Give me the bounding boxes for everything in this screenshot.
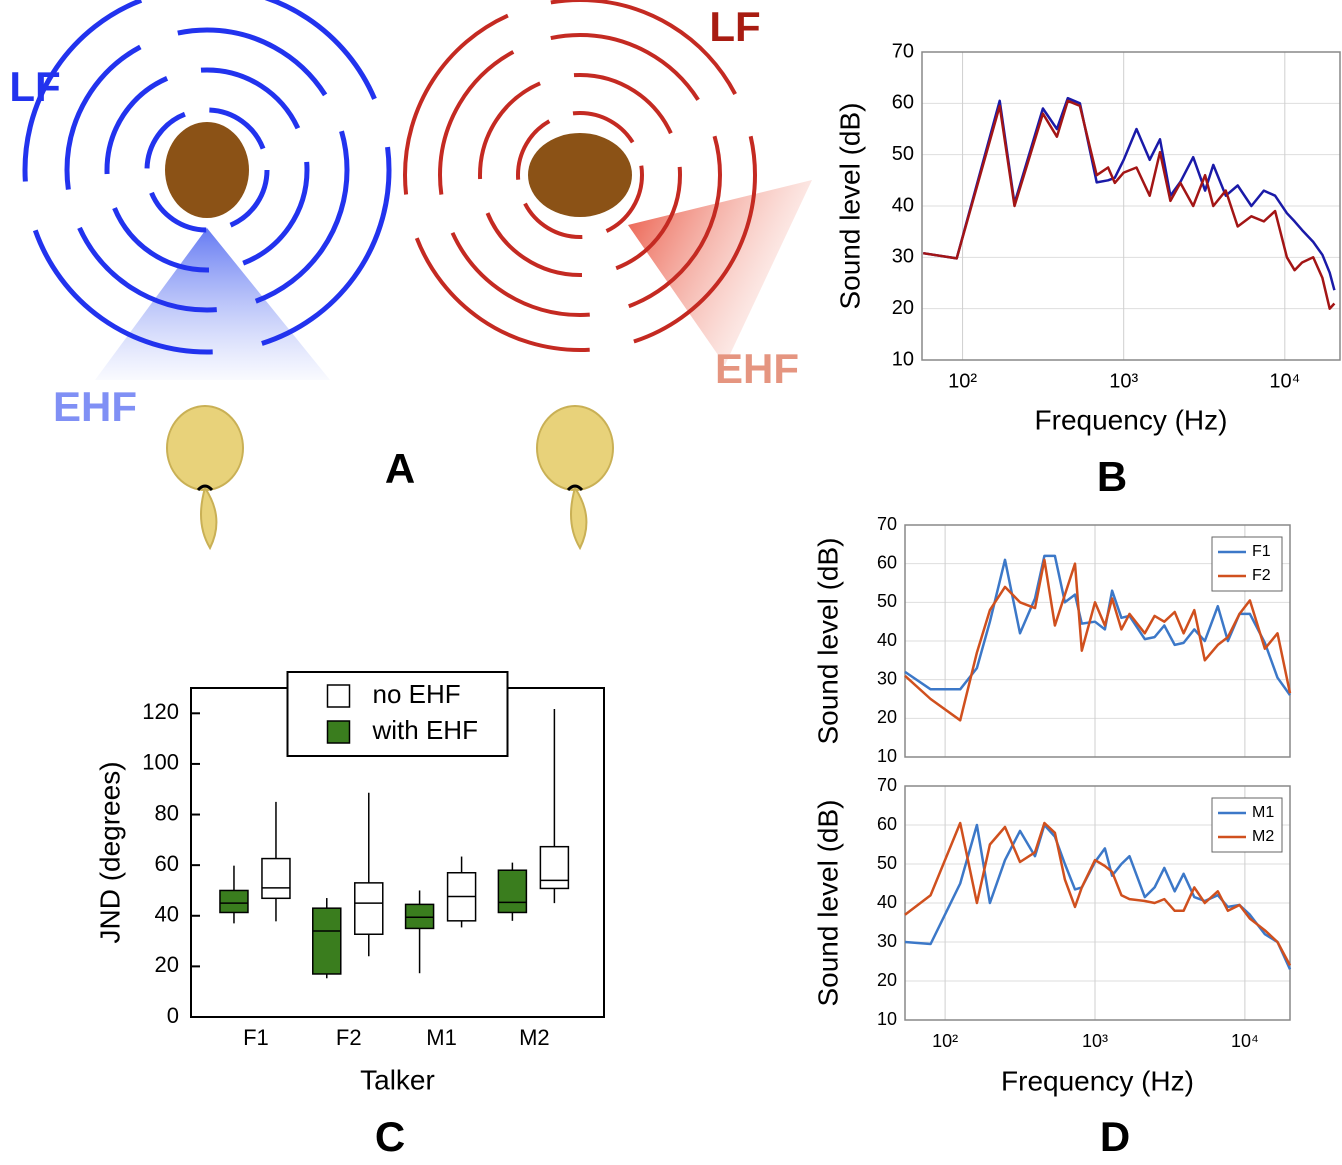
- x-tick-label: 10³: [1082, 1031, 1108, 1051]
- x-axis-label: Talker: [360, 1064, 435, 1095]
- y-tick-label: 50: [877, 853, 897, 873]
- panel-label: B: [1097, 453, 1127, 500]
- y-tick-label: 10: [877, 746, 897, 766]
- panel-label: C: [375, 1113, 405, 1160]
- legend-label: with EHF: [372, 715, 478, 745]
- legend-swatch: [326, 684, 351, 708]
- illustration: LF EHF LF EHF A: [9, 0, 812, 551]
- plot-frame: [904, 524, 1291, 758]
- legend-swatch: [326, 720, 351, 744]
- y-tick-label: 10: [892, 348, 914, 370]
- legend-box: [1211, 797, 1283, 853]
- lf-waves: [22, 0, 392, 355]
- y-tick-label: 60: [155, 851, 179, 876]
- line-series: [904, 554, 1292, 696]
- x-tick-label: F1: [243, 1025, 269, 1050]
- listener: [536, 405, 614, 551]
- ehf-cone: [628, 180, 812, 365]
- y-axis-label: Sound level (dB): [834, 102, 865, 309]
- x-tick-label: 10⁴: [1269, 370, 1300, 392]
- y-axis-label: Sound level (dB): [812, 799, 843, 1006]
- y-tick-label: 70: [877, 775, 897, 795]
- label-ehf: EHF: [715, 345, 799, 392]
- x-tick-label: 10²: [948, 370, 977, 392]
- y-axis-label: JND (degrees): [94, 761, 125, 943]
- x-tick-label: 10³: [1109, 370, 1138, 392]
- y-tick-label: 10: [877, 1009, 897, 1029]
- legend-label: F1: [1252, 543, 1271, 560]
- box: [312, 907, 342, 975]
- y-tick-label: 100: [142, 750, 179, 775]
- y-tick-label: 60: [892, 92, 914, 114]
- legend-box: [1211, 536, 1283, 592]
- plot-frame: [921, 51, 1341, 361]
- legend-label: F2: [1252, 567, 1271, 584]
- x-tick-label: 10²: [932, 1031, 958, 1051]
- y-tick-label: 30: [877, 931, 897, 951]
- x-tick-label: F2: [336, 1025, 362, 1050]
- y-tick-label: 40: [892, 194, 914, 216]
- y-tick-label: 20: [155, 952, 179, 977]
- y-tick-label: 70: [877, 514, 897, 534]
- box: [354, 882, 384, 935]
- label-lf: LF: [9, 63, 60, 110]
- y-tick-label: 20: [892, 297, 914, 319]
- lf-waves: [403, 0, 757, 352]
- y-tick-label: 60: [877, 814, 897, 834]
- y-tick-label: 40: [877, 630, 897, 650]
- panel-label: A: [385, 445, 415, 492]
- talker-head: [165, 122, 249, 218]
- y-tick-label: 0: [167, 1003, 179, 1028]
- y-axis-label: Sound level (dB): [812, 537, 843, 744]
- box: [219, 889, 249, 914]
- talker-head: [528, 133, 632, 217]
- x-tick-label: 10⁴: [1231, 1031, 1259, 1051]
- y-tick-label: 120: [142, 699, 179, 724]
- y-tick-label: 80: [155, 800, 179, 825]
- box: [261, 857, 291, 900]
- y-tick-label: 70: [892, 40, 914, 62]
- line-series: [904, 821, 1292, 966]
- box: [497, 869, 528, 914]
- y-tick-label: 30: [892, 246, 914, 268]
- x-tick-label: M1: [426, 1025, 457, 1050]
- plot-frame: [904, 785, 1291, 1021]
- y-tick-label: 20: [877, 707, 897, 727]
- x-tick-label: M2: [519, 1025, 550, 1050]
- y-tick-label: 40: [155, 902, 179, 927]
- legend-label: M1: [1252, 804, 1274, 821]
- box: [539, 845, 570, 890]
- line-series: [923, 99, 1336, 310]
- y-tick-label: 30: [877, 668, 897, 688]
- y-tick-label: 50: [877, 591, 897, 611]
- box: [404, 903, 435, 930]
- ehf-cone: [95, 228, 330, 380]
- legend-label: no EHF: [373, 679, 461, 709]
- label-lf: LF: [709, 3, 760, 50]
- legend-box: [286, 671, 509, 757]
- y-tick-label: 20: [877, 970, 897, 990]
- y-tick-label: 60: [877, 552, 897, 572]
- x-axis-label: Frequency (Hz): [1001, 1065, 1194, 1096]
- y-tick-label: 50: [892, 143, 914, 165]
- label-ehf: EHF: [53, 383, 137, 430]
- line-series: [904, 558, 1292, 722]
- line-series: [923, 96, 1336, 291]
- x-axis-label: Frequency (Hz): [1035, 404, 1228, 435]
- y-tick-label: 40: [877, 892, 897, 912]
- panel-label: D: [1100, 1113, 1130, 1160]
- legend-label: M2: [1252, 828, 1274, 845]
- listener: [166, 405, 244, 551]
